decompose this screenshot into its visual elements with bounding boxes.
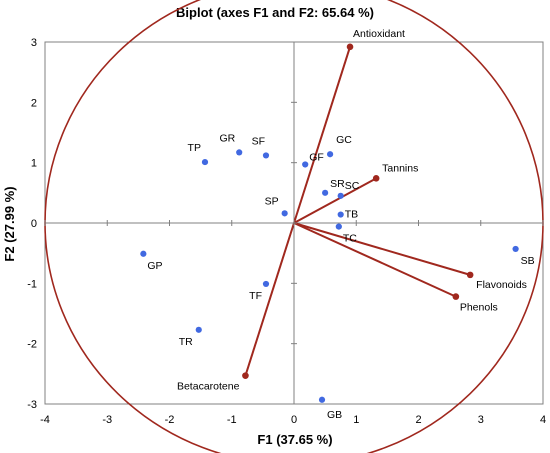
variable-point <box>452 293 460 300</box>
y-tick-label: -2 <box>27 339 37 351</box>
observation-point <box>512 245 519 253</box>
variable-vector <box>293 222 471 276</box>
observation-point <box>281 210 288 217</box>
variable-vector <box>293 177 377 224</box>
variable-vector <box>293 222 457 298</box>
observation-point <box>140 250 147 257</box>
variable-point <box>346 43 354 51</box>
variable-vector <box>244 222 295 376</box>
observation-label: TP <box>188 142 201 154</box>
x-tick-label: -1 <box>227 414 237 426</box>
observation-point <box>318 396 326 403</box>
observation-label: TR <box>179 336 193 348</box>
y-tick-label: 0 <box>31 218 37 230</box>
observation-label: SP <box>265 195 279 207</box>
variable-label: Antioxidant <box>353 28 405 40</box>
observation-label: GP <box>147 260 162 272</box>
observation-label: SB <box>521 255 535 267</box>
observation-point <box>335 223 342 230</box>
x-tick-label: 0 <box>291 414 297 426</box>
variable-vector <box>293 46 351 224</box>
y-tick-label: -1 <box>27 278 37 290</box>
y-tick-label: -3 <box>27 399 37 411</box>
observation-label: SF <box>252 135 265 147</box>
variable-label: Flavonoids <box>476 279 527 291</box>
observation-point <box>322 189 329 196</box>
observation-label: GR <box>219 132 235 144</box>
observation-point <box>195 326 202 333</box>
variable-label: Tannins <box>382 162 418 174</box>
variable-label: Betacarotene <box>177 381 240 393</box>
x-tick-label: -4 <box>40 414 50 426</box>
variable-vectors-layer: Antioxidant Tannins Flavonoids Phenols Betac… <box>177 28 527 393</box>
x-tick-label: -2 <box>165 414 175 426</box>
y-axis-label: F2 (27.99 %) <box>2 186 17 261</box>
observation-label: TF <box>249 290 262 302</box>
x-axis-label: F1 (37.65 %) <box>257 432 332 447</box>
variable-point <box>242 372 249 379</box>
observation-label: GC <box>336 134 352 146</box>
observation-label: GF <box>309 151 324 163</box>
observation-point <box>262 152 270 159</box>
y-tick-label: 1 <box>31 158 37 170</box>
variable-point <box>466 271 474 279</box>
x-tick-label: -3 <box>102 414 112 426</box>
x-tick-label: 2 <box>415 414 421 426</box>
observation-label: TC <box>343 233 357 245</box>
chart-title: Biplot (axes F1 and F2: 65.64 %) <box>176 5 374 20</box>
observation-label: SC <box>345 180 360 192</box>
observation-point <box>337 211 344 218</box>
x-tick-label: 3 <box>478 414 484 426</box>
variable-label: Phenols <box>460 302 498 314</box>
observation-label: TB <box>345 209 358 221</box>
observation-point <box>327 151 334 158</box>
observation-point <box>337 192 344 199</box>
observation-point <box>236 149 243 156</box>
x-tick-label: 1 <box>353 414 359 426</box>
observation-point <box>262 280 270 288</box>
x-tick-label: 4 <box>540 414 546 426</box>
variable-point <box>372 175 380 182</box>
observation-points-layer: TP GR SF GC GF SR SC TB SP TC SB GP TF TR GB <box>140 132 535 421</box>
y-tick-label: 2 <box>31 97 37 109</box>
observation-label: SR <box>330 178 345 190</box>
observation-point <box>302 161 309 168</box>
observation-label: GB <box>327 409 342 421</box>
y-tick-label: 3 <box>31 37 37 49</box>
observation-point <box>201 158 209 166</box>
